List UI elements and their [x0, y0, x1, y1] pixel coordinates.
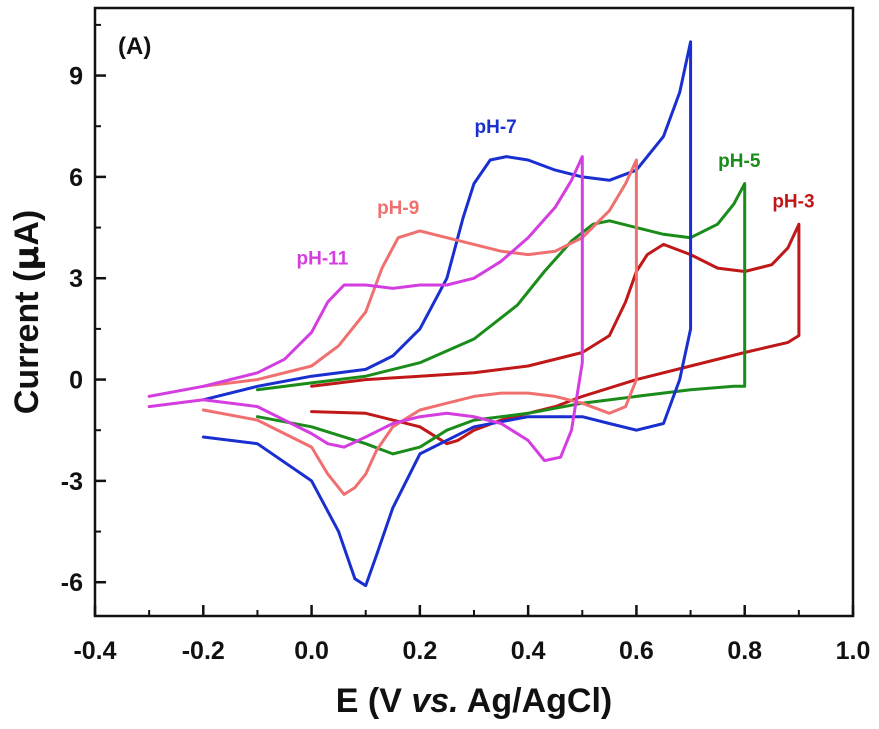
x-tick-label: 0.2	[402, 637, 437, 665]
y-axis-title: Current (μA)	[7, 210, 47, 414]
series-label-ph-7: pH-7	[475, 117, 517, 138]
series-curve-ph-3	[310, 222, 801, 446]
x-tick-label: 0.8	[727, 637, 762, 665]
x-tick-label: 0.4	[511, 637, 546, 665]
series-labels: pH-3 pH-5 pH-7 pH-9 pH-11	[297, 117, 815, 270]
x-tick-label: 0.0	[294, 637, 329, 665]
series-label-ph-11: pH-11	[297, 249, 349, 270]
series-curve-ph-9	[201, 158, 638, 496]
y-tick-label: 3	[69, 265, 83, 293]
y-tick-label: 6	[69, 164, 83, 192]
x-axis-title: E (V vs. Ag/AgCl)	[336, 682, 612, 720]
y-tick-label: -6	[61, 569, 83, 597]
y-tick-label: 9	[69, 63, 83, 91]
series-curves	[147, 40, 801, 588]
axis-ticks: -0.4 -0.2 0.0 0.2 0.4 0.6 0.8 1.0 -6 -3 0 3 6 9	[61, 23, 871, 665]
x-tick-label: 1.0	[836, 637, 871, 665]
y-tick-label: 0	[69, 367, 83, 395]
y-tick-label: -3	[61, 468, 83, 496]
x-tick-label: 0.6	[619, 637, 654, 665]
series-label-ph-5: pH-5	[718, 151, 761, 172]
x-tick-label: -0.2	[182, 637, 225, 665]
series-curve-ph-11	[147, 155, 584, 463]
series-label-ph-9: pH-9	[377, 198, 419, 219]
plot-frame	[93, 6, 855, 618]
series-label-ph-3: pH-3	[772, 191, 814, 212]
series-curve-ph-5	[255, 182, 747, 456]
x-tick-label: -0.4	[73, 637, 116, 665]
panel-label: (A)	[118, 33, 151, 60]
series-curve-ph-7	[201, 40, 693, 588]
